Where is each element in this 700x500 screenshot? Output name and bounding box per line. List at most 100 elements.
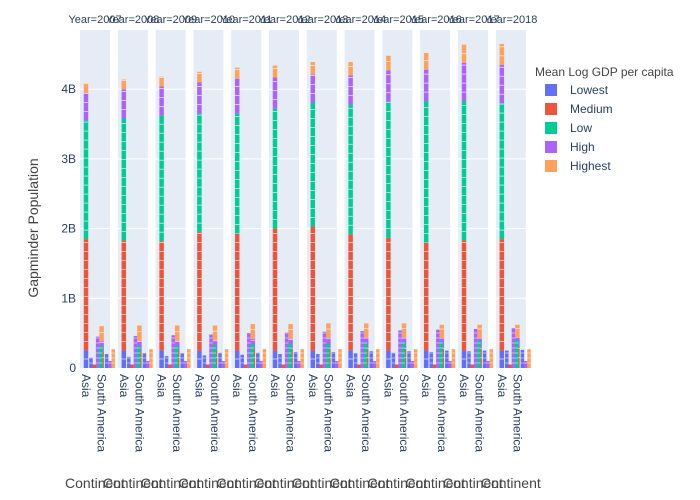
- bar-segment-high[interactable]: [348, 75, 353, 105]
- subgroup-bar-high[interactable]: [221, 361, 226, 368]
- bar-segment-highest[interactable]: [174, 325, 180, 341]
- subgroup-bar-highest[interactable]: [451, 349, 456, 368]
- subgroup-bar-low[interactable]: [99, 345, 103, 368]
- bar-segment-highest[interactable]: [439, 324, 445, 339]
- bar-segment-low[interactable]: [499, 103, 505, 240]
- bar-segment-medium[interactable]: [272, 228, 278, 351]
- bar-segment-highest[interactable]: [477, 324, 482, 339]
- subgroup-bar-high[interactable]: [183, 361, 188, 368]
- legend-label[interactable]: Low: [570, 121, 592, 135]
- bar-segment-high[interactable]: [363, 337, 369, 348]
- subgroup-bar-lowest[interactable]: [391, 352, 396, 368]
- subgroup-bar-low[interactable]: [136, 345, 141, 368]
- bar-segment-highest[interactable]: [401, 323, 407, 338]
- subgroup-bar-low[interactable]: [250, 344, 254, 368]
- legend-swatch[interactable]: [545, 84, 557, 96]
- bar-segment-highest[interactable]: [499, 43, 505, 65]
- subgroup-bar-medium[interactable]: [130, 364, 134, 368]
- subgroup-bar-low[interactable]: [325, 343, 330, 368]
- bar-segment-highest[interactable]: [212, 325, 218, 341]
- subgroup-bar-low[interactable]: [212, 345, 217, 368]
- bar-segment-highest[interactable]: [461, 43, 467, 63]
- bar-segment-highest[interactable]: [348, 62, 353, 76]
- bar-segment-high[interactable]: [310, 74, 316, 103]
- subgroup-bar-highest[interactable]: [338, 349, 342, 368]
- legend-label[interactable]: Medium: [570, 102, 613, 116]
- subgroup-bar-lowest[interactable]: [482, 350, 487, 368]
- subgroup-bar-medium[interactable]: [508, 364, 512, 368]
- subgroup-bar-highest[interactable]: [262, 349, 267, 368]
- bar-segment-high[interactable]: [423, 69, 429, 102]
- subgroup-bar-lowest[interactable]: [467, 351, 471, 368]
- bar-segment-low[interactable]: [197, 113, 202, 233]
- subgroup-bar-lowest[interactable]: [278, 354, 282, 368]
- subgroup-bar-lowest[interactable]: [142, 353, 147, 368]
- bar-segment-highest[interactable]: [310, 62, 316, 75]
- subgroup-bar-lowest[interactable]: [316, 354, 320, 368]
- bar-segment-high[interactable]: [386, 70, 391, 102]
- subgroup-bar-high[interactable]: [133, 335, 138, 368]
- subgroup-bar-lowest[interactable]: [127, 356, 131, 368]
- subgroup-bar-highest[interactable]: [111, 349, 115, 368]
- subgroup-bar-lowest[interactable]: [353, 353, 358, 368]
- legend-swatch[interactable]: [545, 141, 557, 153]
- subgroup-bar-high[interactable]: [209, 334, 213, 368]
- bar-segment-high[interactable]: [121, 89, 127, 119]
- bar-segment-low[interactable]: [461, 101, 467, 241]
- subgroup-bar-highest[interactable]: [187, 349, 191, 368]
- bar-segment-low[interactable]: [121, 118, 127, 241]
- subgroup-bar-medium[interactable]: [432, 364, 437, 368]
- subgroup-bar-lowest[interactable]: [369, 351, 373, 368]
- legend-label[interactable]: High: [570, 140, 595, 154]
- subgroup-bar-high[interactable]: [334, 361, 339, 368]
- bar-segment-medium[interactable]: [310, 226, 316, 351]
- subgroup-bar-medium[interactable]: [281, 364, 286, 368]
- bar-segment-high[interactable]: [197, 82, 202, 114]
- subgroup-bar-lowest[interactable]: [331, 351, 336, 368]
- subgroup-bar-high[interactable]: [259, 361, 263, 368]
- bar-segment-medium[interactable]: [197, 232, 202, 351]
- subgroup-bar-high[interactable]: [360, 331, 364, 368]
- subgroup-bar-highest[interactable]: [489, 349, 493, 368]
- subgroup-bar-highest[interactable]: [376, 349, 380, 368]
- bar-segment-highest[interactable]: [423, 52, 429, 70]
- subgroup-bar-lowest[interactable]: [164, 356, 169, 368]
- bar-segment-low[interactable]: [310, 102, 316, 227]
- subgroup-bar-lowest[interactable]: [202, 355, 207, 368]
- legend-label[interactable]: Lowest: [570, 83, 609, 97]
- bar-segment-medium[interactable]: [348, 234, 353, 351]
- subgroup-bar-high[interactable]: [108, 361, 112, 368]
- subgroup-bar-highest[interactable]: [527, 349, 531, 368]
- subgroup-bar-medium[interactable]: [243, 364, 248, 368]
- bar-segment-high[interactable]: [499, 64, 505, 104]
- subgroup-bar-high[interactable]: [247, 333, 251, 368]
- legend-swatch[interactable]: [545, 103, 557, 115]
- subgroup-bar-lowest[interactable]: [505, 350, 509, 368]
- bar-segment-low[interactable]: [348, 104, 353, 235]
- subgroup-bar-lowest[interactable]: [293, 351, 298, 368]
- bar-segment-high[interactable]: [272, 77, 278, 109]
- subgroup-bar-lowest[interactable]: [429, 351, 433, 368]
- subgroup-bar-high[interactable]: [171, 335, 175, 368]
- bar-segment-medium[interactable]: [499, 239, 505, 351]
- subgroup-bar-low[interactable]: [174, 345, 179, 368]
- bar-segment-low[interactable]: [83, 120, 89, 240]
- subgroup-bar-medium[interactable]: [319, 364, 323, 368]
- bar-segment-highest[interactable]: [326, 323, 331, 339]
- subgroup-bar-high[interactable]: [284, 332, 289, 368]
- subgroup-bar-high[interactable]: [436, 329, 440, 368]
- subgroup-bar-high[interactable]: [398, 330, 402, 368]
- subgroup-bar-medium[interactable]: [205, 364, 210, 368]
- bar-segment-highest[interactable]: [515, 324, 520, 338]
- subgroup-bar-high[interactable]: [486, 361, 490, 368]
- bar-segment-highest[interactable]: [83, 82, 89, 93]
- subgroup-bar-low[interactable]: [288, 343, 292, 368]
- subgroup-bar-highest[interactable]: [224, 349, 229, 368]
- bar-segment-highest[interactable]: [197, 71, 202, 83]
- subgroup-bar-low[interactable]: [439, 341, 443, 368]
- bar-segment-high[interactable]: [234, 78, 240, 114]
- bar-segment-high[interactable]: [159, 86, 164, 116]
- bar-segment-high[interactable]: [326, 338, 331, 348]
- subgroup-bar-low[interactable]: [477, 340, 481, 368]
- bar-segment-low[interactable]: [234, 113, 240, 234]
